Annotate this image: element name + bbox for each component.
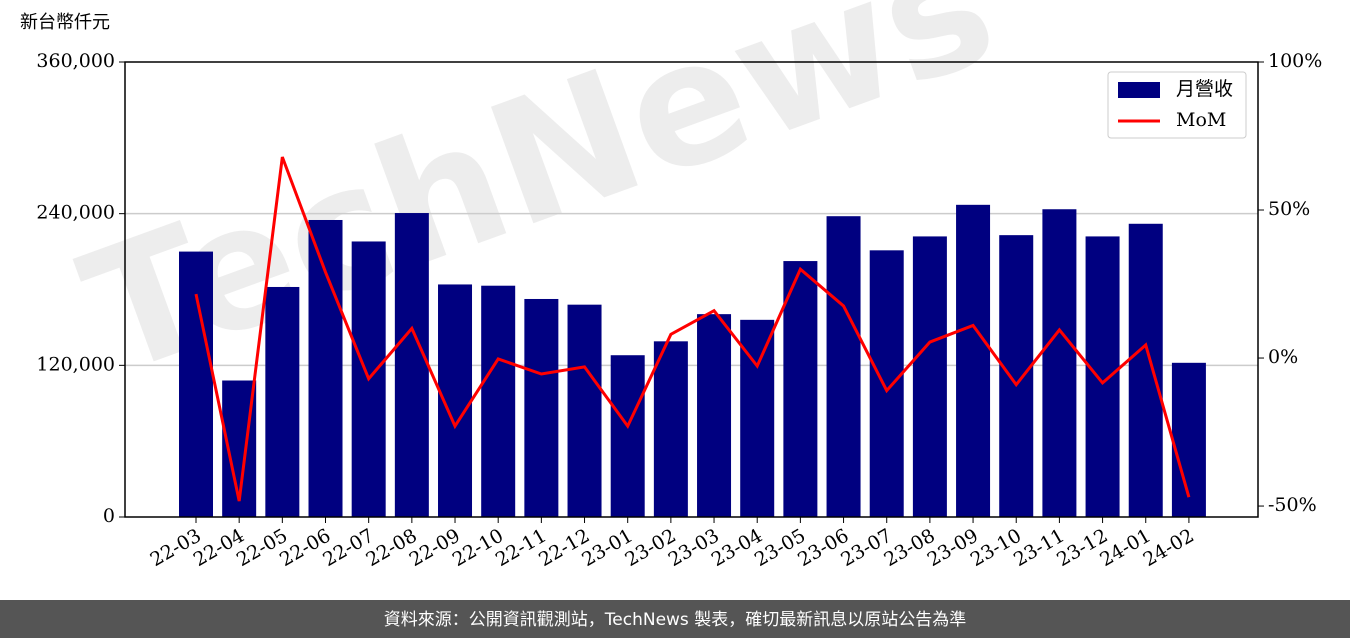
bar (697, 314, 732, 517)
bar (1042, 209, 1077, 518)
bar (912, 236, 947, 517)
line (194, 156, 1191, 502)
legend-label: 月營收 (1176, 78, 1233, 100)
bar (308, 219, 343, 517)
bar (567, 304, 602, 517)
y2-tick-label: 50% (1268, 198, 1310, 220)
y-tick-label: 120,000 (36, 353, 115, 375)
bar (653, 341, 688, 517)
bar (481, 285, 516, 517)
y2-tick-label: 100% (1268, 50, 1322, 72)
bar (956, 204, 991, 517)
bar (265, 286, 300, 517)
bar (1128, 223, 1163, 517)
bar (1085, 236, 1120, 517)
footer-band (0, 600, 1350, 638)
bar (783, 261, 818, 517)
y-tick-label: 0 (103, 505, 115, 527)
bar (524, 298, 559, 517)
y2-tick-label: -50% (1268, 494, 1317, 516)
y2-tick-label: 0% (1268, 346, 1298, 368)
bar (610, 355, 645, 517)
bar (999, 235, 1034, 517)
plot-frame (124, 61, 1259, 518)
bar (1171, 362, 1206, 517)
y-tick-label: 240,000 (36, 202, 115, 224)
legend-swatch (1118, 82, 1160, 98)
footer: 資料來源：公開資訊觀測站，TechNews 製表，確切最新訊息以原站公告為準 (384, 610, 966, 630)
bar (394, 213, 429, 517)
x-tick-label: 24-02 (1139, 525, 1197, 571)
legend-label: MoM (1176, 109, 1226, 131)
bar (869, 250, 904, 517)
y-axis-label: 新台幣仟元 (20, 12, 110, 33)
bar (179, 251, 213, 518)
y-tick-label: 360,000 (36, 50, 115, 72)
bar (826, 216, 861, 517)
